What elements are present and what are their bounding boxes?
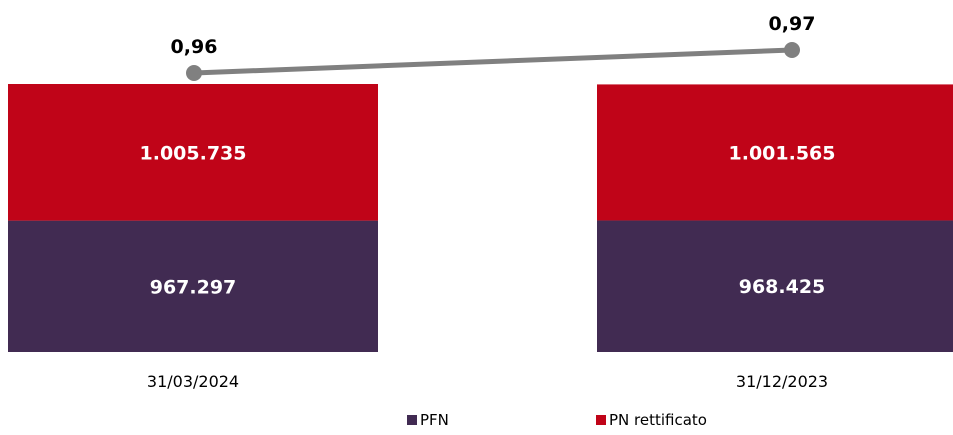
ratio-point-1 (186, 65, 202, 81)
ratio-point-2 (784, 42, 800, 58)
data-label-pn-rettificato-1: 1.005.735 (140, 142, 247, 164)
data-label-pfn-1: 967.297 (150, 276, 237, 298)
bar-pfn-2 (597, 220, 953, 352)
legend-swatch-pn-rettificato (596, 415, 606, 425)
bars-group: 967.297 1.005.735 968.425 1.001.565 (8, 84, 953, 352)
bar-pfn-1 (8, 220, 378, 352)
data-label-pn-rettificato-2: 1.001.565 (729, 142, 836, 164)
ratio-line-group: 0,96 0,97 (171, 13, 816, 81)
legend-label-pfn: PFN (420, 411, 449, 429)
ratio-line (193, 47, 793, 76)
category-label-2: 31/12/2023 (736, 372, 828, 391)
legend: PFN PN rettificato (407, 411, 707, 429)
category-labels: 31/03/2024 31/12/2023 (147, 372, 828, 391)
bar-pn-rettificato-2 (597, 84, 953, 221)
legend-swatch-pfn (407, 415, 417, 425)
bar-pn-rettificato-1 (8, 84, 378, 221)
ratio-label-1: 0,96 (171, 36, 218, 58)
ratio-label-2: 0,97 (769, 13, 816, 35)
legend-label-pn-rettificato: PN rettificato (609, 411, 707, 429)
category-label-1: 31/03/2024 (147, 372, 239, 391)
data-label-pfn-2: 968.425 (739, 276, 826, 298)
